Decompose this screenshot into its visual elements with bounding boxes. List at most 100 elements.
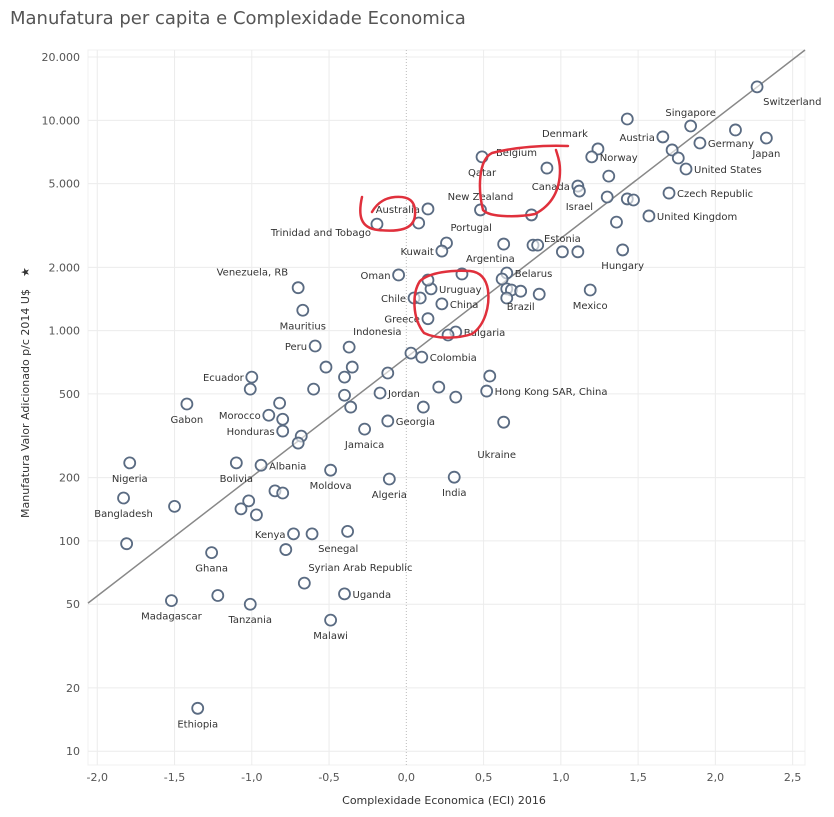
- data-point[interactable]: [656, 130, 670, 144]
- data-point[interactable]: [254, 458, 268, 472]
- data-point[interactable]: [373, 386, 387, 400]
- data-point[interactable]: [729, 123, 742, 137]
- data-point[interactable]: [392, 268, 405, 282]
- point-label: Canada: [532, 182, 570, 193]
- data-point[interactable]: [381, 366, 395, 380]
- data-point[interactable]: [642, 209, 656, 223]
- data-point[interactable]: [338, 388, 351, 402]
- data-point[interactable]: [297, 576, 311, 590]
- data-point[interactable]: [324, 463, 338, 477]
- x-tick-label: -2,0: [87, 771, 108, 784]
- data-point[interactable]: [120, 537, 134, 551]
- data-point[interactable]: [291, 436, 305, 450]
- point-label: Germany: [708, 139, 754, 150]
- data-point[interactable]: [600, 190, 614, 204]
- data-point[interactable]: [627, 193, 640, 207]
- data-point[interactable]: [497, 415, 511, 429]
- data-point[interactable]: [324, 613, 338, 627]
- data-point[interactable]: [610, 215, 623, 229]
- data-point[interactable]: [620, 112, 634, 126]
- y-tick-label: 2.000: [49, 261, 81, 274]
- data-point[interactable]: [555, 245, 569, 259]
- data-point[interactable]: [341, 524, 355, 538]
- data-point[interactable]: [250, 508, 263, 522]
- data-point[interactable]: [404, 346, 418, 360]
- data-point[interactable]: [413, 291, 427, 305]
- data-point[interactable]: [319, 360, 333, 374]
- data-point[interactable]: [191, 701, 205, 715]
- point-label: China: [450, 300, 479, 311]
- data-point[interactable]: [165, 594, 178, 608]
- point-label: Greece: [384, 315, 420, 326]
- y-tick-label: 10: [66, 745, 80, 758]
- data-point[interactable]: [671, 151, 685, 165]
- data-point[interactable]: [483, 369, 497, 383]
- data-point[interactable]: [234, 502, 248, 516]
- data-point[interactable]: [421, 202, 435, 216]
- data-point[interactable]: [242, 494, 256, 508]
- data-point[interactable]: [276, 486, 290, 500]
- data-point[interactable]: [382, 472, 396, 486]
- data-point[interactable]: [415, 350, 429, 364]
- y-axis-ticks: 10 20 50 100 200 500 1.000 2.000 5.000 10.000 20.0…: [42, 51, 81, 758]
- data-point[interactable]: [344, 400, 358, 414]
- data-point[interactable]: [276, 412, 290, 426]
- data-point[interactable]: [585, 150, 599, 164]
- data-point[interactable]: [571, 245, 585, 259]
- point-label: Uruguay: [439, 285, 482, 296]
- data-point[interactable]: [750, 80, 764, 94]
- data-point[interactable]: [602, 169, 616, 183]
- pin-icon[interactable]: ★: [19, 267, 32, 277]
- data-point[interactable]: [435, 244, 449, 258]
- data-point[interactable]: [531, 238, 545, 252]
- data-point[interactable]: [291, 281, 305, 295]
- data-point[interactable]: [679, 162, 693, 176]
- data-point[interactable]: [243, 382, 257, 396]
- data-point[interactable]: [447, 470, 461, 484]
- data-point[interactable]: [180, 397, 194, 411]
- data-point[interactable]: [449, 390, 463, 404]
- data-point[interactable]: [421, 312, 435, 326]
- data-point[interactable]: [662, 186, 676, 200]
- data-point[interactable]: [416, 400, 430, 414]
- data-point[interactable]: [211, 589, 225, 602]
- point-label: Chile: [381, 294, 406, 305]
- data-point[interactable]: [243, 597, 257, 611]
- data-point[interactable]: [759, 131, 773, 145]
- data-point[interactable]: [229, 456, 243, 470]
- data-point[interactable]: [276, 424, 290, 438]
- data-point[interactable]: [262, 408, 276, 422]
- data-point[interactable]: [684, 119, 698, 133]
- data-point[interactable]: [514, 284, 528, 298]
- data-point[interactable]: [540, 161, 554, 175]
- data-point[interactable]: [480, 384, 494, 398]
- data-point[interactable]: [381, 414, 395, 428]
- data-point[interactable]: [308, 339, 322, 353]
- data-point[interactable]: [279, 543, 293, 556]
- data-point[interactable]: [345, 360, 359, 374]
- data-point[interactable]: [245, 370, 259, 384]
- data-point[interactable]: [435, 297, 449, 311]
- data-point[interactable]: [532, 287, 546, 301]
- data-point[interactable]: [693, 136, 707, 150]
- data-point[interactable]: [500, 291, 514, 305]
- data-point[interactable]: [497, 237, 511, 251]
- data-point[interactable]: [117, 491, 130, 505]
- data-point[interactable]: [168, 499, 181, 513]
- data-point[interactable]: [287, 527, 300, 541]
- data-point[interactable]: [616, 243, 630, 257]
- data-point[interactable]: [358, 422, 372, 436]
- data-point[interactable]: [338, 370, 351, 384]
- data-point[interactable]: [342, 340, 356, 354]
- data-point[interactable]: [338, 587, 351, 601]
- data-point[interactable]: [572, 184, 586, 198]
- data-point[interactable]: [432, 380, 446, 394]
- data-point[interactable]: [296, 303, 310, 317]
- data-point[interactable]: [123, 456, 137, 470]
- data-point[interactable]: [205, 546, 219, 560]
- data-point[interactable]: [305, 527, 319, 541]
- data-point[interactable]: [583, 283, 597, 297]
- data-point[interactable]: [307, 382, 321, 396]
- data-point[interactable]: [273, 396, 287, 410]
